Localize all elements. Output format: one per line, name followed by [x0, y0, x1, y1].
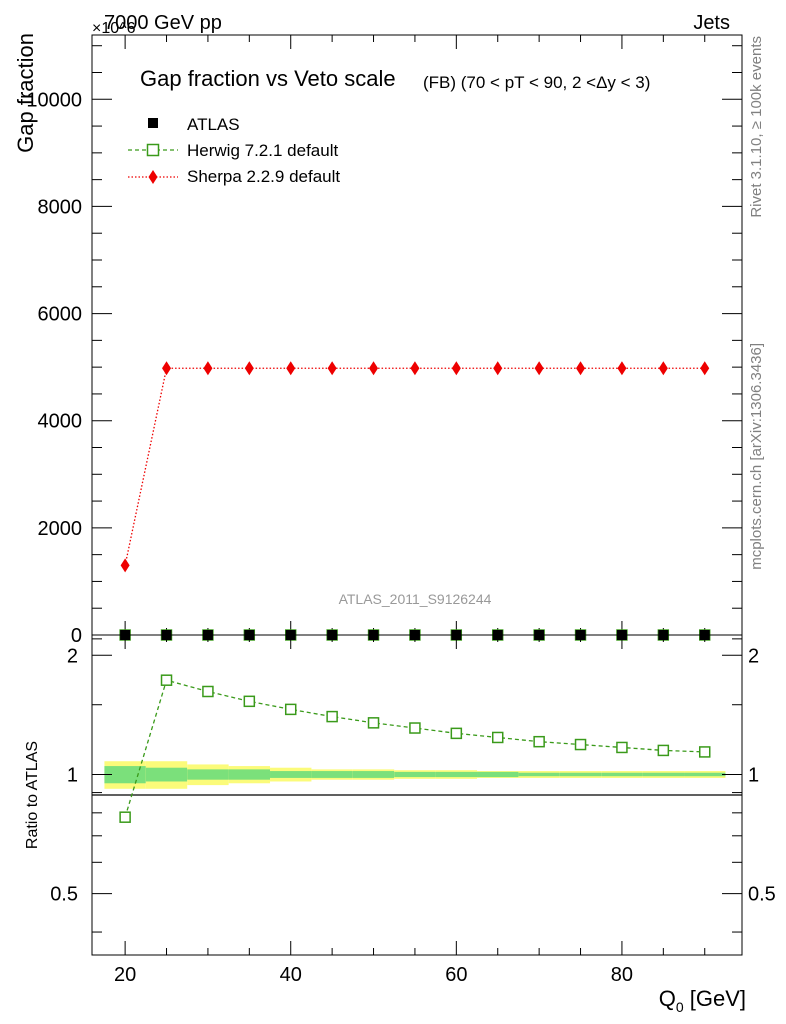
sherpa-point: [410, 361, 420, 376]
ratio-y-tick-label: 0.5: [50, 884, 78, 906]
sherpa-point: [451, 361, 461, 376]
ratio-y-tick-label: 2: [67, 645, 78, 667]
ratio-band-inner: [352, 771, 395, 778]
sherpa-point: [369, 361, 379, 376]
legend: ATLAS Herwig 7.2.1 default Sherpa 2.2.9 …: [128, 115, 340, 186]
sherpa-point: [327, 361, 337, 376]
chart-title: Gap fraction vs Veto scale: [140, 66, 396, 91]
ratio-y-tick-label-right: 2: [748, 645, 759, 667]
ratio-band-inner: [559, 772, 602, 777]
sherpa-point: [120, 558, 130, 573]
herwig-ratio-point: [409, 722, 421, 734]
ratio-uncertainty-bands: [104, 761, 726, 789]
ratio-y-ticks: 0.5 0.5 1 1 2 2: [50, 638, 776, 933]
ratio-y-tick-label-right: 0.5: [748, 884, 776, 906]
main-y-axis-label: Gap fraction: [13, 33, 38, 153]
legend-sherpa-marker: [148, 170, 158, 184]
ratio-band-inner: [601, 772, 643, 777]
chart-subtitle: (FB) (70 < pT < 90, 2 <Δy < 3): [423, 73, 650, 92]
mcplots-label: mcplots.cern.ch [arXiv:1306.3436]: [748, 343, 765, 570]
ratio-series: [119, 674, 711, 823]
sherpa-point: [493, 361, 503, 376]
main-y-tick-label: 0: [71, 625, 82, 647]
legend-herwig-marker: [146, 143, 160, 157]
herwig-ratio-point: [243, 695, 256, 708]
herwig-ratio-point: [574, 738, 587, 751]
ratio-band-inner: [435, 771, 478, 778]
herwig-ratio-point: [450, 727, 463, 740]
main-y-ticks: 0 2000 4000 6000 8000 10000: [26, 45, 742, 647]
rivet-version-label: Rivet 3.1.10, ≥ 100k events: [748, 36, 765, 218]
herwig-ratio-point: [119, 811, 131, 823]
ratio-band-inner: [104, 766, 146, 784]
ratio-y-tick-label: 1: [67, 764, 78, 786]
main-y-tick-label: 4000: [38, 411, 83, 433]
herwig-ratio-point: [367, 717, 380, 729]
main-y-tick-label: 8000: [38, 196, 83, 218]
ratio-x-ticks: 20 40 60 80: [114, 635, 706, 986]
ratio-y-tick-label-right: 1: [748, 764, 759, 786]
ratio-band-inner: [518, 772, 560, 777]
main-y-tick-label: 2000: [38, 518, 83, 540]
main-panel: 0 2000 4000 6000 8000 10000 Gap fraction Gap …: [13, 33, 743, 647]
herwig-ratio-point: [160, 674, 173, 686]
x-tick-label: 60: [445, 964, 467, 986]
ratio-band-inner: [394, 771, 436, 778]
herwig-ratio-point: [698, 746, 711, 758]
sherpa-point: [244, 361, 254, 376]
ratio-band-inner: [642, 772, 685, 777]
herwig-ratio-point: [491, 731, 504, 744]
analysis-watermark: ATLAS_2011_S9126244: [339, 591, 492, 607]
main-y-tick-label: 10000: [26, 89, 82, 111]
header-collision: 7000 GeV pp: [104, 12, 222, 34]
sherpa-point: [534, 361, 544, 376]
herwig-ratio-point: [284, 703, 297, 716]
x-tick-label: 40: [280, 964, 302, 986]
header-process: Jets: [693, 12, 730, 34]
herwig-ratio-point: [533, 735, 545, 748]
ratio-band-inner: [270, 771, 312, 778]
herwig-ratio-point: [616, 741, 628, 754]
herwig-ratio-line: [124, 679, 705, 818]
sherpa-point: [658, 361, 668, 376]
ratio-panel: 0.5 0.5 1 1 2 2 20 40 60 80 Ratio to ATLAS Q0 [G…: [24, 634, 776, 1015]
sherpa-point: [162, 361, 172, 376]
legend-herwig-label: Herwig 7.2.1 default: [187, 141, 338, 160]
main-y-tick-label: 6000: [38, 304, 83, 326]
sherpa-line: [124, 367, 705, 566]
legend-sherpa-label: Sherpa 2.2.9 default: [187, 167, 340, 186]
ratio-band-inner: [187, 769, 229, 780]
ratio-band-inner: [228, 769, 271, 780]
sherpa-point: [576, 361, 586, 376]
sherpa-point: [286, 361, 296, 376]
legend-atlas-marker: [148, 118, 158, 128]
ratio-band-inner: [311, 771, 353, 778]
sherpa-point: [617, 361, 627, 376]
x-axis-label: Q0 [GeV]: [659, 986, 746, 1015]
herwig-ratio-point: [202, 685, 214, 698]
herwig-ratio-point: [657, 744, 670, 757]
sherpa-point: [700, 361, 710, 376]
x-tick-label: 20: [114, 964, 136, 986]
ratio-band-inner: [145, 767, 188, 782]
sherpa-point: [203, 361, 213, 376]
legend-atlas-label: ATLAS: [187, 115, 240, 134]
ratio-band-inner: [477, 771, 519, 778]
x-tick-label: 80: [611, 964, 633, 986]
ratio-band-inner: [684, 772, 726, 777]
ratio-y-axis-label: Ratio to ATLAS: [24, 741, 41, 849]
herwig-ratio-point: [326, 710, 338, 723]
y-axis-exponent: ×10^6: [92, 20, 136, 37]
ratio-plot-frame: [91, 634, 743, 956]
